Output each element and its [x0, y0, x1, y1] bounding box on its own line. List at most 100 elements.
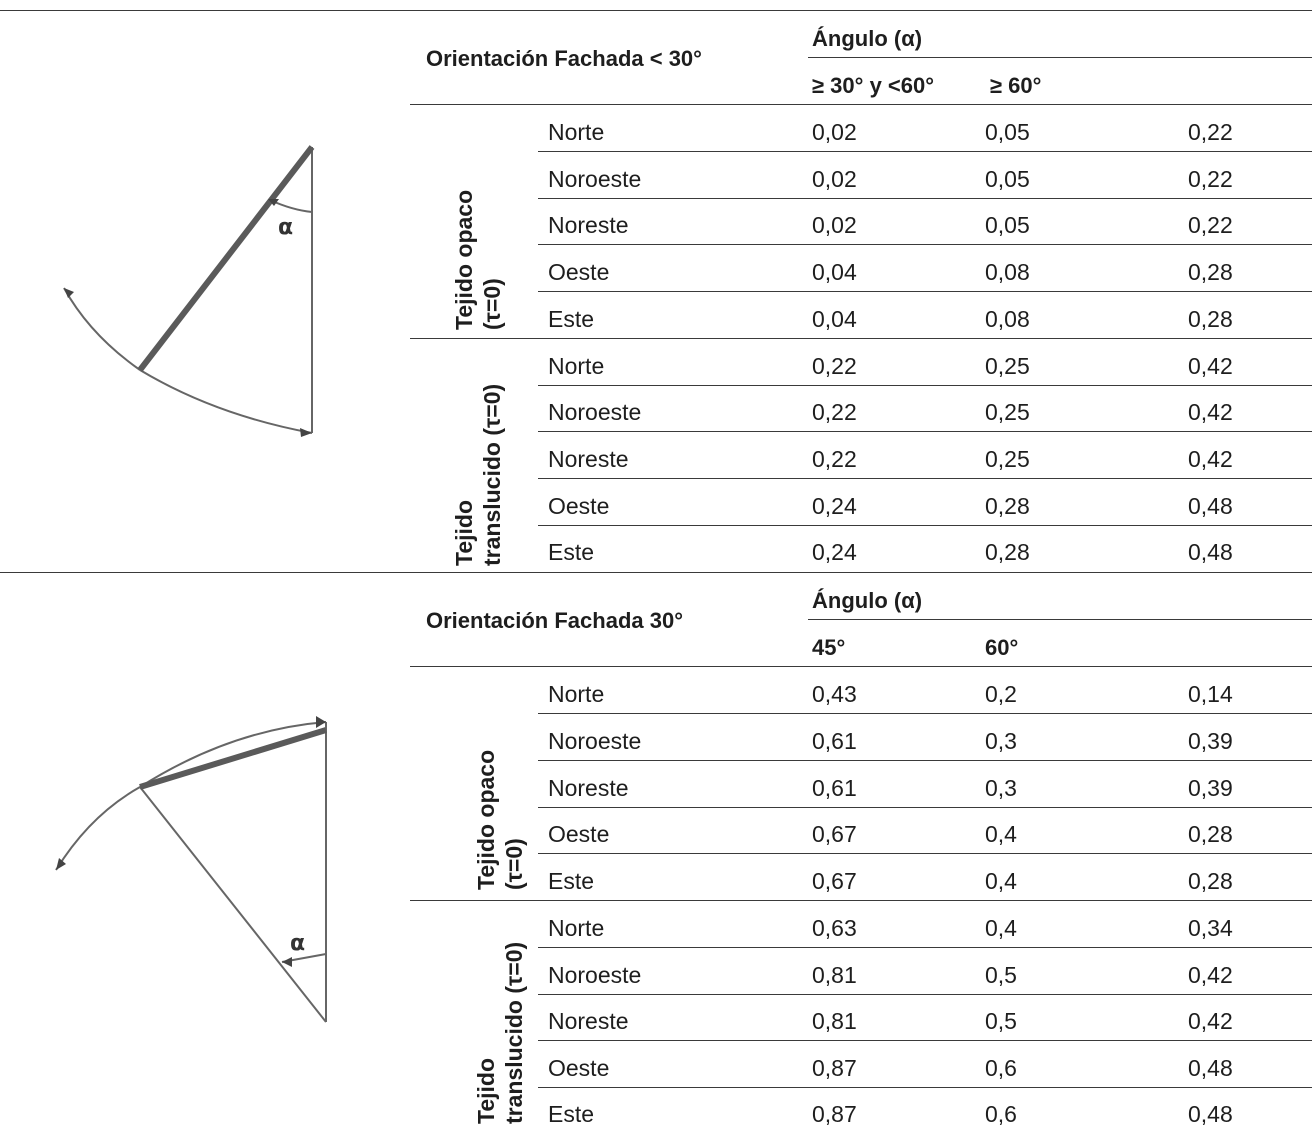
row-rule	[538, 1040, 1312, 1041]
value-cell: 0,22	[1188, 119, 1233, 145]
row-rule	[538, 1087, 1312, 1088]
value-cell: 0,02	[812, 119, 857, 145]
angle-subheader-2: 60°	[985, 635, 1019, 660]
row-rule	[538, 478, 1312, 479]
value-cell: 0,25	[985, 446, 1030, 472]
value-cell: 0,5	[985, 962, 1017, 988]
value-cell: 0,42	[1188, 446, 1233, 472]
value-cell: 0,28	[1188, 868, 1233, 894]
value-cell: 0,28	[1188, 821, 1233, 847]
row-rule	[538, 994, 1312, 995]
value-cell: 0,81	[812, 1008, 857, 1034]
value-cell: 0,42	[1188, 1008, 1233, 1034]
orientation-cell: Este	[548, 868, 595, 894]
value-cell: 0,05	[985, 212, 1030, 238]
facade-orientation-header: Orientación Fachada 30°	[426, 608, 683, 633]
orientation-cell: Noroeste	[548, 962, 642, 988]
orientation-cell: Noreste	[548, 1008, 629, 1034]
value-cell: 0,02	[812, 212, 857, 238]
value-cell: 0,43	[812, 681, 857, 707]
value-cell: 0,39	[1188, 728, 1233, 754]
value-cell: 0,34	[1188, 915, 1233, 941]
value-cell: 0,6	[985, 1101, 1017, 1127]
orientation-cell: Norte	[548, 915, 605, 941]
value-cell: 0,81	[812, 962, 857, 988]
value-cell: 0,28	[1188, 259, 1233, 285]
row-rule	[538, 151, 1312, 152]
value-cell: 0,22	[1188, 166, 1233, 192]
header-bottom-rule	[410, 666, 1312, 667]
orientation-cell: Oeste	[548, 1055, 610, 1081]
row-rule	[538, 431, 1312, 432]
value-cell: 0,22	[812, 353, 857, 379]
orientation-cell: Noroeste	[548, 728, 642, 754]
orientation-cell: Norte	[548, 681, 605, 707]
value-cell: 0,3	[985, 728, 1017, 754]
value-cell: 0,28	[1188, 306, 1233, 332]
value-cell: 0,3	[985, 775, 1017, 801]
orientation-cell: Norte	[548, 119, 605, 145]
value-cell: 0,4	[985, 868, 1017, 894]
row-rule	[538, 525, 1312, 526]
group-label-translucent: Tejido translucido (τ=0)	[451, 383, 505, 566]
orientation-cell: Noroeste	[548, 166, 642, 192]
value-cell: 0,42	[1188, 962, 1233, 988]
awning-angle-diagram: α	[55, 716, 327, 1023]
value-cell: 0,5	[985, 1008, 1017, 1034]
angle-subheader-2: ≥ 60°	[990, 73, 1042, 98]
group-rule	[410, 338, 1312, 339]
orientation-cell: Este	[548, 1101, 595, 1127]
value-cell: 0,02	[812, 166, 857, 192]
section-divider	[0, 572, 1312, 573]
row-rule	[538, 291, 1312, 292]
angle-header: Ángulo (α)	[812, 588, 923, 613]
value-cell: 0,42	[1188, 399, 1233, 425]
value-cell: 0,2	[985, 681, 1017, 707]
value-cell: 0,4	[985, 821, 1017, 847]
row-rule	[538, 760, 1312, 761]
header-bottom-rule	[410, 104, 1312, 105]
row-rule	[538, 947, 1312, 948]
value-cell: 0,42	[1188, 353, 1233, 379]
orientation-cell: Noreste	[548, 212, 629, 238]
orientation-cell: Este	[548, 306, 595, 332]
row-rule	[538, 713, 1312, 714]
value-cell: 0,22	[812, 399, 857, 425]
value-cell: 0,63	[812, 915, 857, 941]
angle-header-rule	[808, 619, 1312, 620]
row-rule	[538, 853, 1312, 854]
angle-header-rule	[808, 57, 1312, 58]
value-cell: 0,28	[985, 493, 1030, 519]
value-cell: 0,05	[985, 119, 1030, 145]
value-cell: 0,05	[985, 166, 1030, 192]
value-cell: 0,67	[812, 868, 857, 894]
value-cell: 0,48	[1188, 1055, 1233, 1081]
value-cell: 0,6	[985, 1055, 1017, 1081]
section-top-rule	[0, 10, 1312, 11]
row-rule	[538, 198, 1312, 199]
value-cell: 0,39	[1188, 775, 1233, 801]
value-cell: 0,04	[812, 259, 857, 285]
group-label-opaque: Tejido opaco (τ=0)	[451, 189, 505, 330]
alpha-label: α	[290, 931, 305, 956]
orientation-cell: Noroeste	[548, 399, 642, 425]
group-label-translucent: Tejido translucido (τ=0)	[473, 941, 527, 1124]
orientation-cell: Oeste	[548, 821, 610, 847]
value-cell: 0,25	[985, 399, 1030, 425]
row-rule	[538, 807, 1312, 808]
angle-header: Ángulo (α)	[812, 26, 923, 51]
row-rule	[538, 244, 1312, 245]
orientation-cell: Noreste	[548, 775, 629, 801]
value-cell: 0,24	[812, 539, 857, 565]
value-cell: 0,08	[985, 259, 1030, 285]
value-cell: 0,48	[1188, 539, 1233, 565]
value-cell: 0,14	[1188, 681, 1233, 707]
value-cell: 0,08	[985, 306, 1030, 332]
value-cell: 0,67	[812, 821, 857, 847]
orientation-cell: Noreste	[548, 446, 629, 472]
orientation-cell: Este	[548, 539, 595, 565]
value-cell: 0,61	[812, 728, 857, 754]
facade-orientation-header: Orientación Fachada < 30°	[426, 46, 702, 71]
value-cell: 0,61	[812, 775, 857, 801]
angle-subheader-1: ≥ 30° y <60°	[812, 73, 935, 98]
